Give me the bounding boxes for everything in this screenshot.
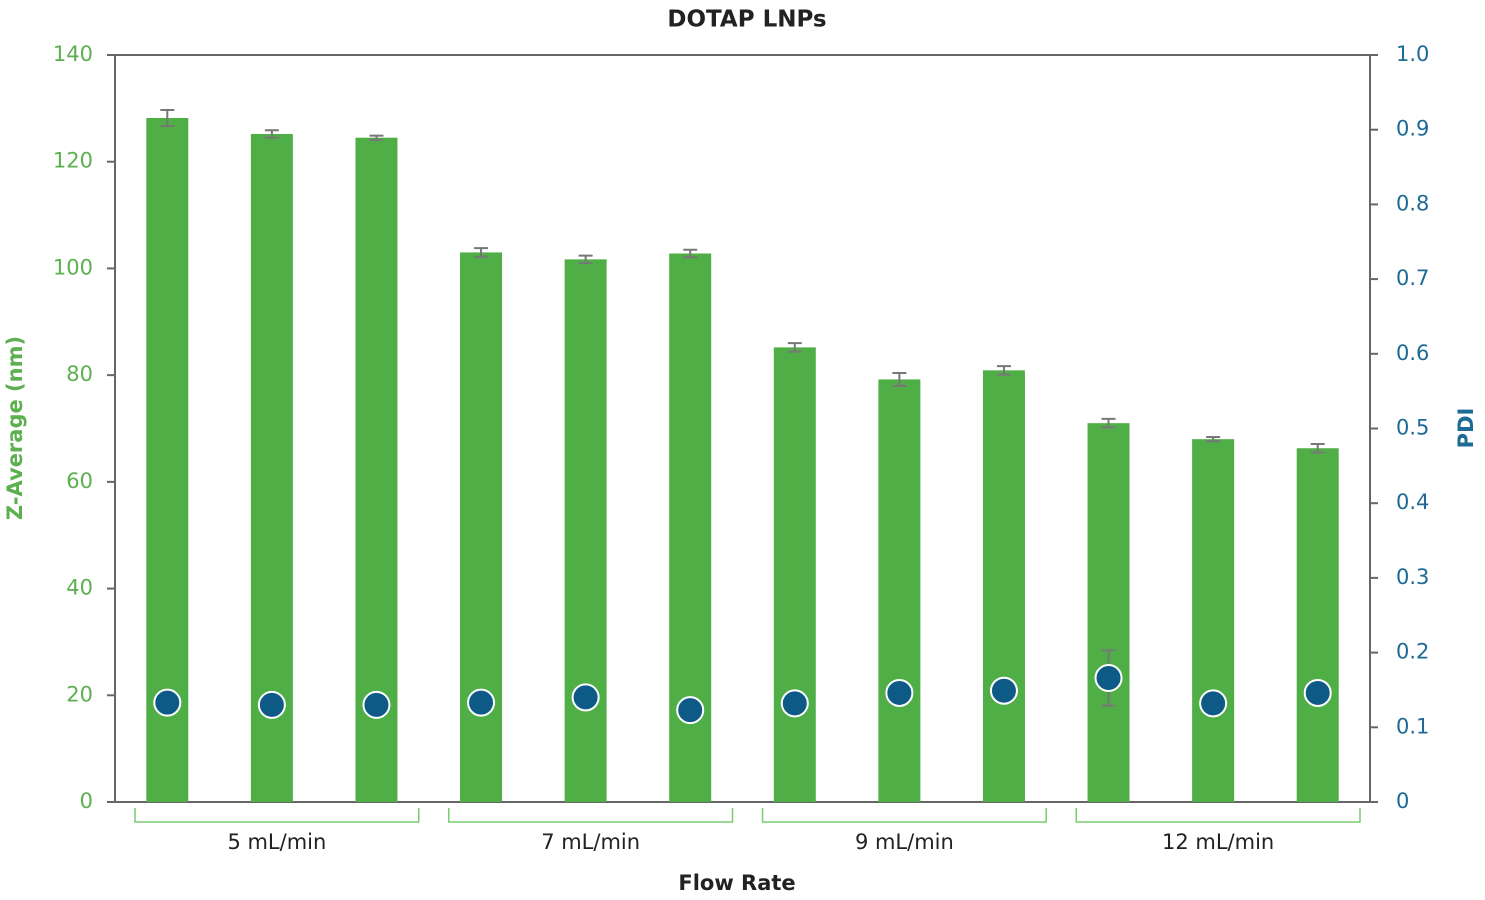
point — [1094, 663, 1123, 692]
bar — [146, 117, 189, 802]
bar — [564, 259, 607, 802]
group-bracket — [1075, 808, 1361, 823]
error-bar — [683, 248, 698, 259]
point — [676, 696, 705, 725]
bar — [773, 347, 816, 802]
error-bar — [264, 129, 279, 139]
error-bar — [369, 134, 384, 141]
y2-tick-label: 0.5 — [1396, 416, 1429, 440]
y2-tick-label: 0.8 — [1396, 191, 1429, 215]
error-bar — [892, 372, 907, 387]
group-bracket — [448, 808, 734, 823]
y2-axis-label: PDI — [1454, 408, 1478, 449]
bar — [1192, 439, 1235, 802]
error-bar — [1310, 442, 1325, 454]
bar — [1296, 448, 1339, 802]
group-label: 7 mL/min — [541, 830, 640, 854]
bar — [878, 379, 921, 802]
y-tick-label: 40 — [66, 576, 93, 600]
bar — [982, 370, 1025, 802]
point — [1303, 678, 1332, 707]
point — [571, 683, 600, 712]
point — [885, 678, 914, 707]
y2-tick-label: 0 — [1396, 789, 1409, 813]
point — [257, 690, 286, 719]
group-label: 9 mL/min — [855, 830, 954, 854]
point — [989, 676, 1018, 705]
y-tick-label: 100 — [53, 255, 93, 279]
chart-title: DOTAP LNPs — [667, 7, 826, 33]
error-bar — [1206, 436, 1221, 443]
group-bracket — [134, 808, 420, 823]
point — [1199, 689, 1228, 718]
y2-tick-label: 0.3 — [1396, 565, 1429, 589]
y-tick-label: 80 — [66, 362, 93, 386]
y-tick-label: 60 — [66, 469, 93, 493]
error-bar — [578, 254, 593, 265]
y-axis-label: Z-Average (nm) — [3, 336, 27, 520]
y-tick-label: 120 — [53, 149, 93, 173]
y-tick-label: 140 — [53, 42, 93, 66]
bar — [1087, 423, 1130, 802]
point — [153, 688, 182, 717]
y2-tick-label: 0.6 — [1396, 341, 1429, 365]
y-tick-label: 0 — [80, 789, 93, 813]
y-tick-label: 20 — [66, 682, 93, 706]
y2-tick-label: 0.7 — [1396, 266, 1429, 290]
group-label: 5 mL/min — [227, 830, 326, 854]
x-axis-label: Flow Rate — [678, 871, 795, 895]
y2-tick-label: 0.2 — [1396, 640, 1429, 664]
point — [780, 689, 809, 718]
point — [467, 688, 496, 717]
y2-tick-label: 0.4 — [1396, 490, 1429, 514]
bar — [460, 252, 503, 802]
error-bar — [996, 365, 1011, 376]
y2-tick-label: 0.1 — [1396, 714, 1429, 738]
group-label: 12 mL/min — [1162, 830, 1274, 854]
error-bar — [474, 247, 489, 258]
point — [362, 690, 391, 719]
error-bar — [787, 342, 802, 353]
group-bracket — [761, 808, 1047, 823]
error-bar — [160, 108, 175, 127]
bar — [250, 133, 293, 802]
error-bar — [1101, 417, 1116, 429]
y2-tick-label: 0.9 — [1396, 117, 1429, 141]
y2-tick-label: 1.0 — [1396, 42, 1429, 66]
